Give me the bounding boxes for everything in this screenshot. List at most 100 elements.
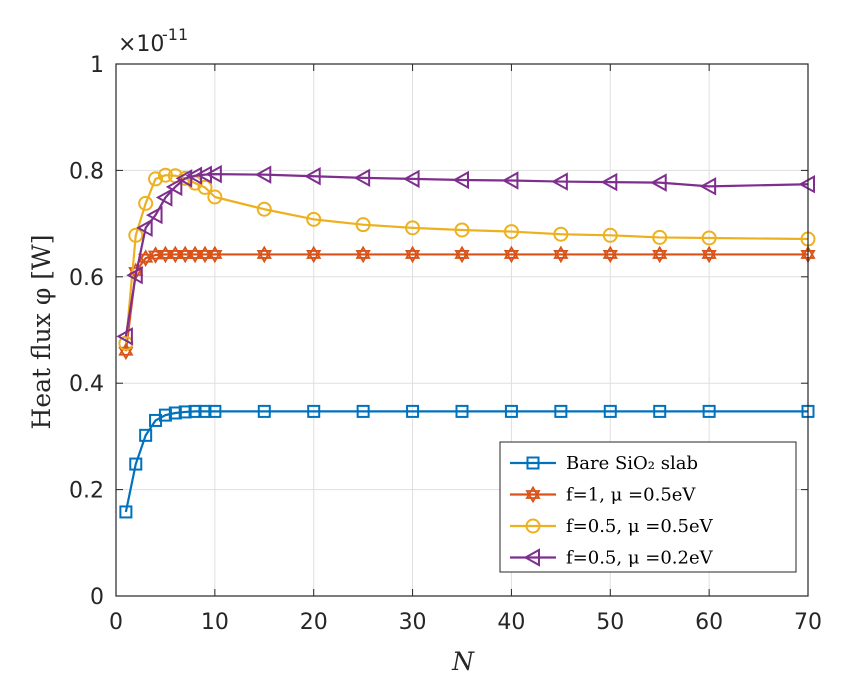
series-line xyxy=(124,410,808,513)
data-point xyxy=(148,171,164,187)
data-point xyxy=(699,177,717,196)
hexagram-triangle-down xyxy=(197,250,213,264)
data-point xyxy=(157,167,173,183)
legend-item: f=0.5, μ =0.5eV xyxy=(510,516,714,537)
x-tick-label: 0 xyxy=(109,610,123,635)
data-point xyxy=(503,224,519,240)
hexagram-triangle-down xyxy=(187,250,203,264)
hexagram-triangle-up xyxy=(197,245,213,259)
data-point xyxy=(178,405,192,419)
hexagram-triangle-down xyxy=(652,250,668,264)
data-point xyxy=(600,172,618,192)
data-point xyxy=(553,245,569,264)
data-point xyxy=(128,227,144,243)
y-tick-label: 0.8 xyxy=(69,159,104,184)
y-tick-label: 1 xyxy=(90,53,104,78)
data-point xyxy=(602,245,618,264)
hexagram-triangle-down xyxy=(553,250,569,264)
data-point xyxy=(503,245,520,264)
data-point xyxy=(138,195,154,211)
y-tick-label: 0.2 xyxy=(69,479,104,504)
legend: Bare SiO₂ slab f=1, μ =0.5eV f=0.5, μ =0.5… xyxy=(499,441,797,573)
data-point xyxy=(205,164,222,184)
hexagram-triangle-down xyxy=(525,490,541,504)
data-point xyxy=(167,245,183,264)
hexagram-triangle-up xyxy=(652,245,668,259)
data-point xyxy=(147,246,164,264)
y-tick-label: 0.6 xyxy=(69,266,104,291)
data-point xyxy=(197,245,213,264)
hexagram-triangle-up xyxy=(187,245,203,259)
data-point xyxy=(256,201,272,217)
legend-label: Bare SiO₂ slab xyxy=(566,453,698,474)
hexagram-triangle-up xyxy=(147,246,164,260)
y-tick-label: 0 xyxy=(90,585,104,610)
legend-label: f=0.5, μ =0.5eV xyxy=(566,516,714,537)
hexagram-triangle-up xyxy=(306,245,322,259)
data-point xyxy=(403,169,420,189)
data-point xyxy=(525,485,541,504)
series-1 xyxy=(119,404,815,519)
series-4 xyxy=(116,164,815,346)
y-tick-label: 0.4 xyxy=(69,372,104,397)
data-point xyxy=(145,205,163,225)
hexagram-triangle-up xyxy=(525,485,541,499)
hexagram-triangle-down xyxy=(118,346,134,361)
hexagram-triangle-down xyxy=(147,250,164,264)
hexagram-triangle-down xyxy=(207,250,223,264)
x-tick-label: 70 xyxy=(794,610,822,635)
hexagram-triangle-up xyxy=(207,245,223,259)
hexagram-triangle-down xyxy=(454,250,470,264)
x-tick-label: 10 xyxy=(201,610,229,635)
legend-item: f=1, μ =0.5eV xyxy=(510,485,696,506)
legend-label: f=0.5, μ =0.2eV xyxy=(566,548,714,569)
data-point xyxy=(306,211,322,227)
data-point xyxy=(306,245,322,264)
hexagram-triangle-down xyxy=(306,250,322,264)
data-point xyxy=(355,245,371,264)
data-point xyxy=(653,404,667,418)
hexagram-triangle-up xyxy=(701,245,717,259)
data-point xyxy=(603,404,617,418)
data-point xyxy=(602,227,618,243)
data-point xyxy=(504,404,518,418)
data-point xyxy=(188,404,202,418)
plot-frame xyxy=(115,63,809,597)
hexagram-triangle-down xyxy=(503,250,520,264)
hexagram-triangle-down xyxy=(256,250,272,264)
series-layer xyxy=(116,164,816,519)
data-point xyxy=(158,408,172,422)
data-point xyxy=(207,189,223,205)
data-point xyxy=(454,222,470,238)
legend-item: f=0.5, μ =0.2eV xyxy=(510,548,714,569)
hexagram-triangle-up xyxy=(256,245,272,259)
data-point xyxy=(165,177,183,197)
hexagram-triangle-down xyxy=(177,250,193,264)
data-point xyxy=(501,171,519,190)
x-tick-label: 40 xyxy=(497,610,525,635)
legend-items: Bare SiO₂ slab f=1, μ =0.5eV f=0.5, μ =0.5… xyxy=(510,453,714,569)
hexagram-triangle-up xyxy=(355,245,371,259)
data-point xyxy=(257,404,271,418)
data-point xyxy=(554,404,568,418)
hexagram-triangle-up xyxy=(138,249,154,263)
legend-item: Bare SiO₂ slab xyxy=(510,453,698,474)
data-point xyxy=(525,518,541,534)
hexagram-triangle-up xyxy=(404,245,421,259)
data-point xyxy=(197,179,213,195)
hexagram-triangle-down xyxy=(157,250,174,264)
hexagram-triangle-up xyxy=(177,245,193,259)
data-point xyxy=(355,217,371,233)
hexagram-triangle-up xyxy=(157,245,174,259)
data-point xyxy=(198,404,212,418)
data-point xyxy=(116,327,133,346)
hexagram-triangle-up xyxy=(167,245,183,259)
legend-label: f=1, μ =0.5eV xyxy=(566,485,696,506)
y-scale-base: ×10 xyxy=(118,32,164,57)
data-point xyxy=(406,404,420,418)
data-point xyxy=(356,404,370,418)
data-point xyxy=(551,172,568,191)
hexagram-triangle-down xyxy=(355,250,371,264)
data-point xyxy=(652,229,668,245)
